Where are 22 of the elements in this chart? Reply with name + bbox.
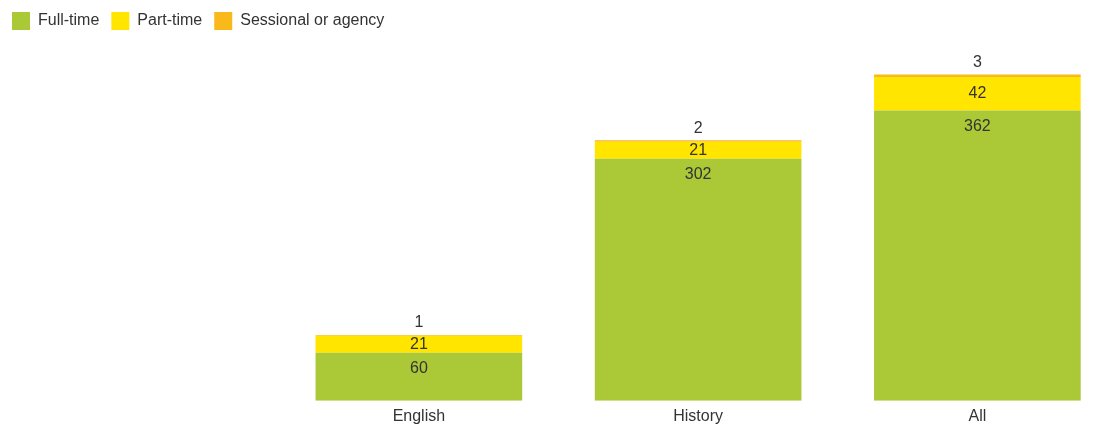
data-label: 2 (693, 118, 703, 136)
x-tick-label: All (968, 406, 987, 424)
data-label: 302 (684, 165, 712, 183)
data-label: 21 (689, 140, 708, 158)
bar (874, 74, 1081, 77)
data-label: 362 (964, 116, 991, 134)
x-tick-label: History (673, 406, 724, 424)
bar (594, 141, 802, 159)
legend-label: Part-time (137, 11, 203, 29)
legend-label: Full-time (38, 11, 100, 29)
bar (594, 158, 802, 401)
legend-label: Sessional or agency (240, 11, 385, 29)
data-label: 60 (409, 359, 428, 377)
bar (874, 110, 1081, 401)
bar (315, 335, 523, 353)
bar (874, 76, 1081, 111)
data-label: 42 (968, 84, 987, 102)
data-label: 3 (972, 52, 982, 70)
bar (315, 352, 523, 401)
data-label: 1 (414, 313, 424, 331)
data-label: 21 (409, 334, 428, 352)
x-tick-label: English (392, 406, 446, 424)
